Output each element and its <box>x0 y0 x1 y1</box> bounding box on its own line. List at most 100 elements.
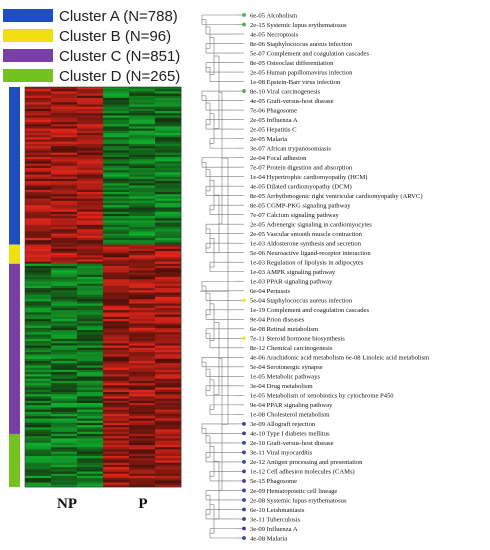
pathway-name: Calcium signaling pathway <box>267 212 340 219</box>
heatmap-cell <box>51 270 78 273</box>
heatmap-cell <box>129 117 156 121</box>
heatmap-cell <box>155 288 182 291</box>
heatmap-cell <box>77 183 104 186</box>
heatmap-cell <box>129 174 156 178</box>
heatmap-cell <box>77 338 104 342</box>
heatmap-cell <box>103 403 130 406</box>
heatmap-cell <box>129 307 156 311</box>
heatmap-cell <box>77 139 104 143</box>
heatmap-cell <box>103 227 130 230</box>
heatmap-cell <box>155 374 182 377</box>
heatmap-cell <box>25 202 52 206</box>
heatmap-cell <box>77 130 104 134</box>
heatmap-cell <box>129 462 156 466</box>
heatmap-cell <box>25 422 52 426</box>
heatmap-cell <box>77 372 104 375</box>
heatmap-cell <box>25 124 52 127</box>
heatmap-cell <box>155 436 182 439</box>
heatmap-cell <box>155 391 182 395</box>
heatmap-cell <box>25 451 52 455</box>
heatmap-cell <box>155 407 182 410</box>
heatmap-cell <box>77 196 104 199</box>
heatmap-cell <box>155 255 182 258</box>
heatmap-cell <box>25 259 52 262</box>
heatmap-cell <box>103 183 130 186</box>
heatmap-cell <box>103 157 130 160</box>
heatmap-cell <box>103 102 130 105</box>
heatmap-cell <box>77 447 104 450</box>
heatmap-cell <box>25 104 52 107</box>
heatmap-cell <box>155 473 182 477</box>
heatmap-cell <box>155 409 182 413</box>
heatmap-cell <box>129 268 156 271</box>
heatmap-cell <box>25 165 52 169</box>
heatmap-cell <box>129 261 156 265</box>
heatmap-cell <box>25 449 52 452</box>
heatmap-cell <box>25 100 52 103</box>
heatmap-cell <box>103 192 130 195</box>
heatmap-cell <box>25 325 52 329</box>
pathway-name: Neuroactive ligand-receptor interaction <box>267 250 372 257</box>
heatmap-cell <box>103 414 130 417</box>
heatmap-cell <box>129 165 156 169</box>
heatmap-cell <box>77 319 104 322</box>
heatmap-cell <box>77 161 104 164</box>
heatmap-cell <box>103 294 130 298</box>
heatmap-cell <box>155 231 182 234</box>
heatmap-cell <box>129 255 156 258</box>
heatmap-cell <box>77 100 104 103</box>
heatmap-cell <box>77 146 104 149</box>
heatmap-cell <box>155 285 182 289</box>
heatmap-cell <box>129 139 156 143</box>
heatmap-cell <box>129 475 156 479</box>
heatmap-cell <box>77 349 104 353</box>
heatmap-cell <box>129 407 156 410</box>
heatmap-cell <box>129 229 156 232</box>
pathway-pvalue: 8e-10 <box>250 88 266 95</box>
heatmap-cell <box>129 438 156 441</box>
heatmap-cell <box>103 257 130 260</box>
heatmap-cell <box>51 159 78 162</box>
pathway-name: Focal adhesion <box>267 155 307 162</box>
heatmap-cell <box>155 343 182 346</box>
heatmap-cell <box>129 478 156 481</box>
pathway-name: Dilated cardiomyopathy (DCM) <box>267 183 352 190</box>
heatmap-cell <box>129 115 156 118</box>
heatmap-cell <box>51 394 78 397</box>
cluster-legend: Cluster A (N=788) Cluster B (N=96) Cluster… <box>3 8 180 85</box>
heatmap-cell <box>155 478 182 481</box>
heatmap-cell <box>25 211 52 215</box>
heatmap-cell <box>155 181 182 184</box>
heatmap-cell <box>129 338 156 342</box>
heatmap-cell <box>155 411 182 415</box>
heatmap-cell <box>25 97 52 101</box>
pathway-label: 1e-03 Aldosterone synthesis and secretio… <box>250 241 362 248</box>
heatmap-cell <box>25 383 52 386</box>
heatmap-cell <box>103 198 130 202</box>
pathway-name: Human papillomavirus infection <box>267 69 353 76</box>
pathway-name: Influenza A <box>267 526 298 533</box>
heatmap-cell <box>103 253 130 256</box>
heatmap-cell <box>25 294 52 298</box>
heatmap-cell <box>77 449 104 452</box>
pathway-name: Type I diabetes mellitus <box>267 431 331 438</box>
heatmap-cell <box>77 290 104 293</box>
heatmap-cell <box>51 189 78 193</box>
heatmap-cell <box>77 135 104 138</box>
legend-label: Cluster B (N=96) <box>59 28 171 45</box>
heatmap-cell <box>25 255 52 258</box>
heatmap-cell <box>25 323 52 326</box>
leaf-dot <box>242 336 246 341</box>
heatmap-cell <box>155 122 182 125</box>
heatmap-cell <box>77 414 104 417</box>
pathway-pvalue: 2e-15 <box>250 22 266 29</box>
heatmap-cell <box>51 122 78 125</box>
heatmap-cell <box>77 365 104 368</box>
heatmap-cell <box>77 104 104 107</box>
heatmap-cell <box>129 464 156 468</box>
heatmap-cell <box>25 218 52 221</box>
heatmap-cell <box>155 235 182 239</box>
heatmap-cell <box>155 314 182 318</box>
heatmap-cell <box>103 462 130 466</box>
